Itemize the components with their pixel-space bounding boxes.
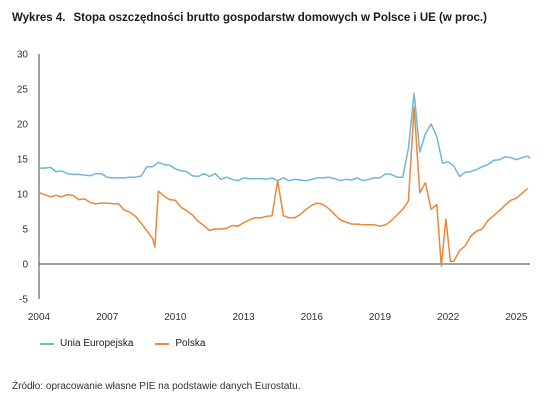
y-tick-label: 25 — [17, 85, 29, 96]
figure-title: Stopa oszczędności brutto gospodarstw do… — [73, 12, 487, 24]
y-tick-label: 0 — [22, 260, 28, 271]
source-note: Źródło: opracowanie własne PIE na podsta… — [12, 381, 301, 392]
y-tick-label: 20 — [17, 120, 29, 131]
x-tick-label: 2013 — [232, 312, 255, 323]
figure-number: Wykres 4. — [12, 12, 66, 24]
chart-title: Wykres 4. Stopa oszczędności brutto gospo… — [12, 12, 487, 24]
x-tick-label: 2004 — [28, 312, 51, 323]
x-tick-label: 2010 — [164, 312, 187, 323]
series-layer — [38, 92, 531, 267]
y-tick-label: 30 — [17, 50, 29, 61]
y-tick-label: 5 — [22, 225, 28, 236]
x-tick-label: 2022 — [437, 312, 460, 323]
legend-swatch-polska — [155, 342, 170, 345]
legend-item-eu: Unia Europejska — [40, 338, 133, 349]
x-tick-label: 2016 — [301, 312, 324, 323]
legend-label-eu: Unia Europejska — [60, 338, 134, 349]
legend-item-polska: Polska — [155, 338, 205, 349]
y-tick-label: -5 — [19, 295, 28, 306]
x-tick-label: 2025 — [505, 312, 528, 323]
x-tick-label: 2019 — [369, 312, 392, 323]
legend-swatch-eu — [40, 342, 54, 345]
legend: Unia Europejska Polska — [40, 338, 205, 349]
y-tick-label: 10 — [17, 190, 29, 201]
legend-label-polska: Polska — [175, 338, 206, 349]
y-tick-label: 15 — [17, 155, 29, 166]
series-line-polska — [38, 106, 529, 267]
series-line-eu — [39, 92, 531, 182]
x-tick-label: 2007 — [96, 312, 119, 323]
